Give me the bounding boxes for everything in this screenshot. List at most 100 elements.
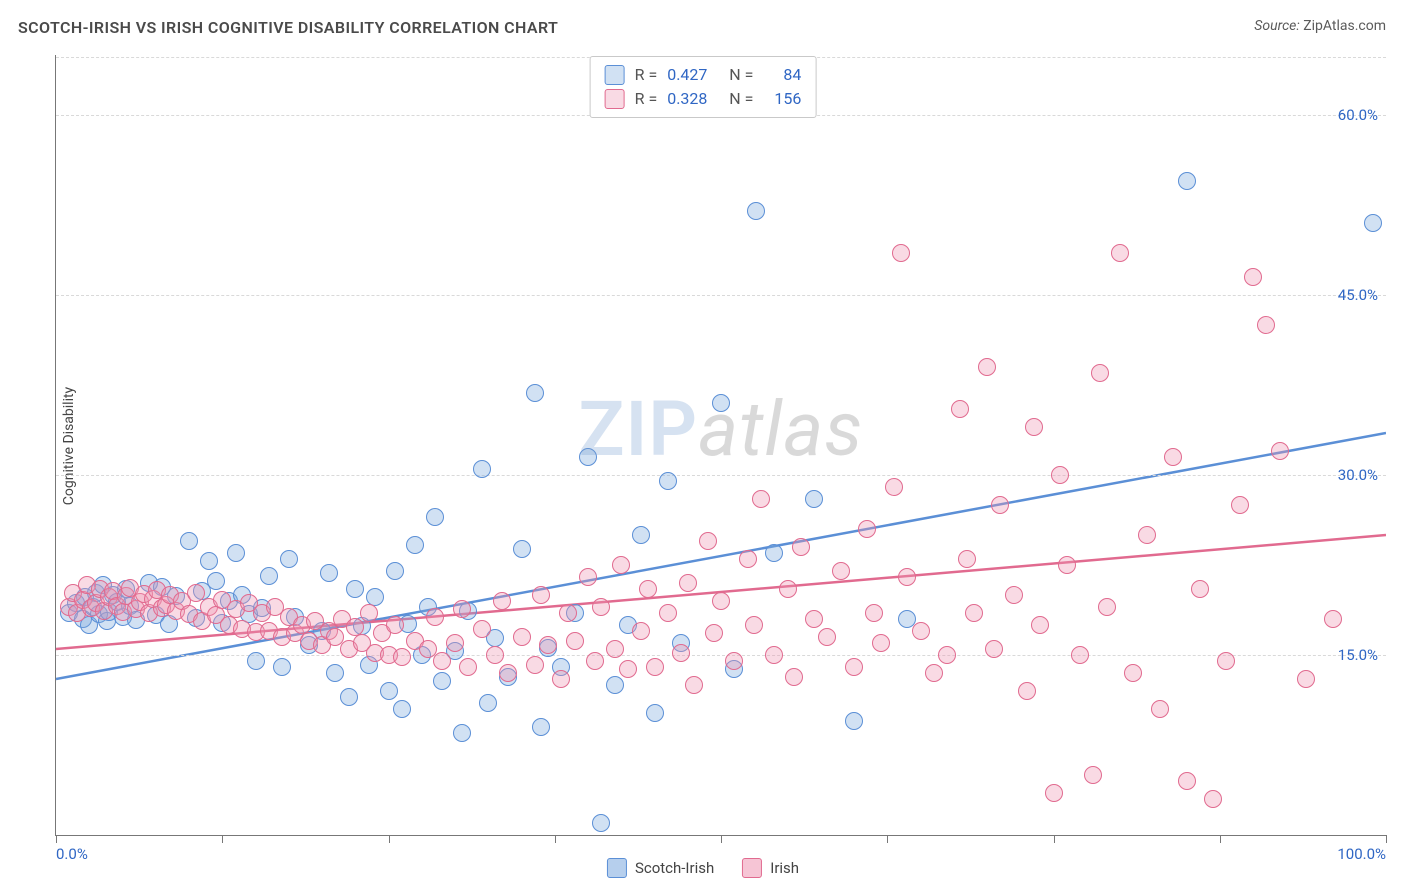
data-point <box>745 616 763 634</box>
data-point <box>1257 316 1275 334</box>
data-point <box>247 652 265 670</box>
data-point <box>1231 496 1249 514</box>
data-point <box>446 634 464 652</box>
chart-title: SCOTCH-IRISH VS IRISH COGNITIVE DISABILI… <box>18 18 558 37</box>
data-point <box>712 592 730 610</box>
data-point <box>433 672 451 690</box>
data-point <box>1138 526 1156 544</box>
data-point <box>453 724 471 742</box>
data-point <box>1098 598 1116 616</box>
data-point <box>785 668 803 686</box>
data-point <box>1071 646 1089 664</box>
data-point <box>1111 244 1129 262</box>
x-tick <box>1386 835 1387 843</box>
legend-r-label: R = <box>635 63 658 87</box>
data-point <box>1204 790 1222 808</box>
data-point <box>386 562 404 580</box>
data-point <box>499 664 517 682</box>
data-point <box>1124 664 1142 682</box>
data-point <box>699 532 717 550</box>
legend-n-label: N = <box>729 63 753 87</box>
data-point <box>612 556 630 574</box>
data-point <box>1005 586 1023 604</box>
source-value: ZipAtlas.com <box>1303 18 1386 34</box>
data-point <box>1151 700 1169 718</box>
data-point <box>426 608 444 626</box>
data-point <box>592 814 610 832</box>
data-point <box>865 604 883 622</box>
data-point <box>885 478 903 496</box>
legend-r-label: R = <box>635 87 658 111</box>
data-point <box>925 664 943 682</box>
x-tick <box>1054 835 1055 843</box>
data-point <box>1191 580 1209 598</box>
data-point <box>1178 172 1196 190</box>
data-point <box>486 646 504 664</box>
series-legend: Scotch-Irish Irish <box>607 858 799 878</box>
data-point <box>426 508 444 526</box>
legend-series-name: Scotch-Irish <box>635 859 714 877</box>
data-point <box>1031 616 1049 634</box>
data-point <box>725 652 743 670</box>
legend-row: R = 0.427 N = 84 <box>605 63 802 87</box>
y-tick-label: 30.0% <box>1338 466 1378 484</box>
legend-swatch <box>605 65 625 85</box>
data-point <box>393 700 411 718</box>
data-point <box>1244 268 1262 286</box>
data-point <box>559 604 577 622</box>
data-point <box>1018 682 1036 700</box>
data-point <box>566 632 584 650</box>
data-point <box>739 550 757 568</box>
data-point <box>659 472 677 490</box>
data-point <box>532 586 550 604</box>
source-label: Source: <box>1254 18 1299 34</box>
data-point <box>965 604 983 622</box>
gridline <box>56 295 1386 296</box>
data-point <box>513 540 531 558</box>
data-point <box>765 646 783 664</box>
watermark-text-a: ZIP <box>579 384 699 474</box>
legend-r-value: 0.427 <box>667 63 719 87</box>
data-point <box>459 658 477 676</box>
data-point <box>187 584 205 602</box>
legend-item: Scotch-Irish <box>607 858 714 878</box>
legend-n-value: 84 <box>763 63 801 87</box>
legend-swatch <box>607 858 627 878</box>
data-point <box>872 634 890 652</box>
data-point <box>592 598 610 616</box>
data-point <box>393 648 411 666</box>
data-point <box>1045 784 1063 802</box>
data-point <box>672 644 690 662</box>
x-tick <box>56 835 57 843</box>
data-point <box>818 628 836 646</box>
data-point <box>991 496 1009 514</box>
data-point <box>260 567 278 585</box>
data-point <box>579 568 597 586</box>
data-point <box>406 536 424 554</box>
data-point <box>539 636 557 654</box>
y-tick-label: 45.0% <box>1338 286 1378 304</box>
data-point <box>1058 556 1076 574</box>
data-point <box>227 544 245 562</box>
data-point <box>1178 772 1196 790</box>
data-point <box>479 694 497 712</box>
data-point <box>639 580 657 598</box>
data-point <box>493 592 511 610</box>
data-point <box>552 670 570 688</box>
data-point <box>679 574 697 592</box>
legend-series-name: Irish <box>770 859 799 877</box>
data-point <box>752 490 770 508</box>
data-point <box>985 640 1003 658</box>
data-point <box>606 640 624 658</box>
data-point <box>200 552 218 570</box>
data-point <box>346 580 364 598</box>
x-tick <box>1220 835 1221 843</box>
scatter-plot-area: ZIPatlas 15.0%30.0%45.0%60.0%0.0%100.0% <box>55 55 1386 836</box>
data-point <box>586 652 604 670</box>
y-tick-label: 15.0% <box>1338 646 1378 664</box>
x-tick <box>555 835 556 843</box>
data-point <box>180 532 198 550</box>
legend-item: Irish <box>742 858 799 878</box>
data-point <box>747 202 765 220</box>
legend-swatch <box>605 89 625 109</box>
